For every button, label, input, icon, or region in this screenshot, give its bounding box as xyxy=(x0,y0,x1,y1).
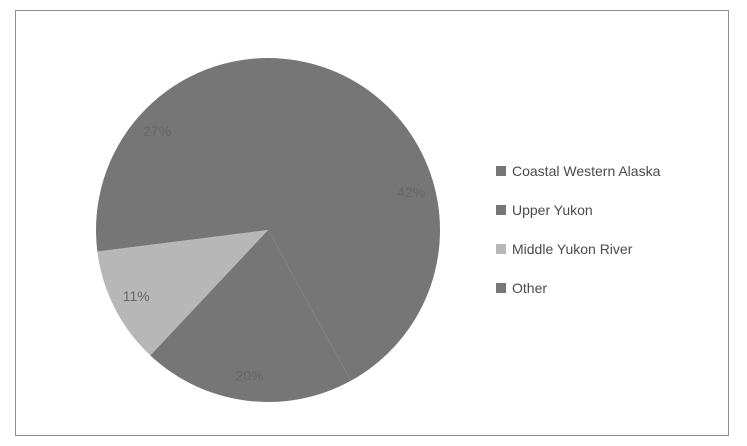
pie-slice-label-other: 27% xyxy=(143,123,171,139)
legend-swatch-icon xyxy=(496,283,506,293)
pie-slice-other xyxy=(95,58,268,252)
pie-slice-label-upper-yukon: 20% xyxy=(235,367,263,383)
legend-label: Middle Yukon River xyxy=(512,241,633,257)
legend-label: Upper Yukon xyxy=(512,202,593,218)
legend-swatch-icon xyxy=(496,244,506,254)
pie-slice-coastal-western-alaska xyxy=(268,58,440,381)
pie-slices xyxy=(95,58,440,402)
pie-slice-label-coastal-western-alaska: 42% xyxy=(397,184,425,200)
legend-label: Other xyxy=(512,280,548,296)
legend-item-upper-yukon: Upper Yukon xyxy=(496,201,660,219)
pie-slice-label-middle-yukon-river: 11% xyxy=(123,288,150,304)
legend-item-coastal-western-alaska: Coastal Western Alaska xyxy=(496,162,660,180)
pie-slice-middle-yukon-river xyxy=(97,230,269,356)
pie-slice-upper-yukon xyxy=(150,230,351,402)
legend-item-other: Other xyxy=(496,279,660,297)
legend-item-middle-yukon-river: Middle Yukon River xyxy=(496,240,660,258)
legend-swatch-icon xyxy=(496,166,506,176)
legend-label: Coastal Western Alaska xyxy=(512,163,661,179)
pie-slice-labels: 42% 20% 11% 27% xyxy=(123,123,426,384)
legend-swatch-icon xyxy=(496,205,506,215)
chart-legend: Coastal Western Alaska Upper Yukon Middl… xyxy=(496,162,660,318)
